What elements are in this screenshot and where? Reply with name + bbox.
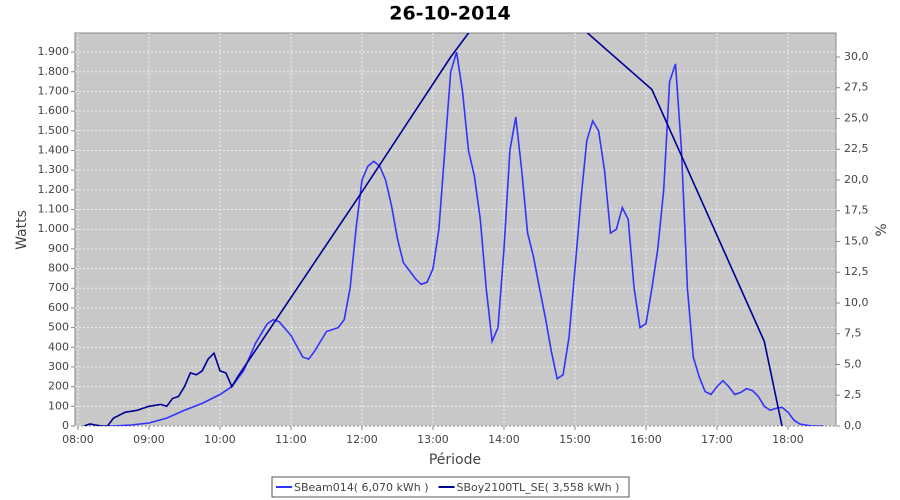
y2-axis-title: % xyxy=(874,223,890,236)
x-tick-label: 16:00 xyxy=(630,433,662,446)
x-tick-label: 17:00 xyxy=(701,433,733,446)
y2-tick-label: 27,5 xyxy=(844,81,869,94)
chart-title: 26-10-2014 xyxy=(389,3,511,25)
y-tick-label: 1.300 xyxy=(38,163,70,176)
x-tick-label: 15:00 xyxy=(559,433,591,446)
y2-tick-label: 12,5 xyxy=(844,265,869,278)
plot-lines xyxy=(83,33,824,426)
y-tick-label: 800 xyxy=(48,262,69,275)
y-tick-label: 600 xyxy=(48,301,69,314)
y2-tick-label: 10,0 xyxy=(844,296,869,309)
series-line xyxy=(83,33,783,426)
y-tick-label: 1.700 xyxy=(38,84,70,97)
x-tick-label: 12:00 xyxy=(346,433,378,446)
x-tick-label: 14:00 xyxy=(488,433,520,446)
y-tick-label: 700 xyxy=(48,281,69,294)
y-tick-label: 1.900 xyxy=(38,45,70,58)
y-tick-label: 1.100 xyxy=(38,203,70,216)
x-tick-label: 18:00 xyxy=(772,433,804,446)
y-tick-label: 1.200 xyxy=(38,183,70,196)
y-tick-label: 0 xyxy=(62,419,69,432)
y2-tick-label: 25,0 xyxy=(844,111,869,124)
x-axis-title: Période xyxy=(429,452,481,468)
y-tick-label: 500 xyxy=(48,321,69,334)
y2-tick-label: 0,0 xyxy=(844,419,862,432)
x-tick-label: 10:00 xyxy=(204,433,236,446)
legend-label: SBeam014( 6,070 kWh ) xyxy=(294,481,429,494)
y2-tick-label: 2,5 xyxy=(844,388,862,401)
y-tick-label: 1.800 xyxy=(38,65,70,78)
series-line xyxy=(107,51,824,426)
y2-tick-label: 20,0 xyxy=(844,173,869,186)
y-tick-label: 400 xyxy=(48,340,69,353)
y-tick-label: 200 xyxy=(48,380,69,393)
legend-label: SBoy2100TL_SE( 3,558 kWh ) xyxy=(457,481,620,494)
y-axis-title: Watts xyxy=(14,210,30,250)
y-tick-label: 100 xyxy=(48,399,69,412)
y-tick-label: 1.600 xyxy=(38,104,70,117)
y-tick-label: 1.400 xyxy=(38,143,70,156)
y2-tick-label: 7,5 xyxy=(844,327,862,340)
y-tick-label: 1.500 xyxy=(38,124,70,137)
x-tick-label: 08:00 xyxy=(62,433,94,446)
x-tick-label: 13:00 xyxy=(417,433,449,446)
y-tick-label: 1.000 xyxy=(38,222,70,235)
y2-tick-label: 15,0 xyxy=(844,234,869,247)
x-tick-label: 09:00 xyxy=(133,433,165,446)
y-tick-label: 300 xyxy=(48,360,69,373)
y2-tick-label: 5,0 xyxy=(844,357,862,370)
x-tick-label: 11:00 xyxy=(275,433,307,446)
y2-tick-label: 22,5 xyxy=(844,142,869,155)
y-tick-label: 900 xyxy=(48,242,69,255)
y2-tick-label: 17,5 xyxy=(844,204,869,217)
y2-tick-label: 30,0 xyxy=(844,50,869,63)
